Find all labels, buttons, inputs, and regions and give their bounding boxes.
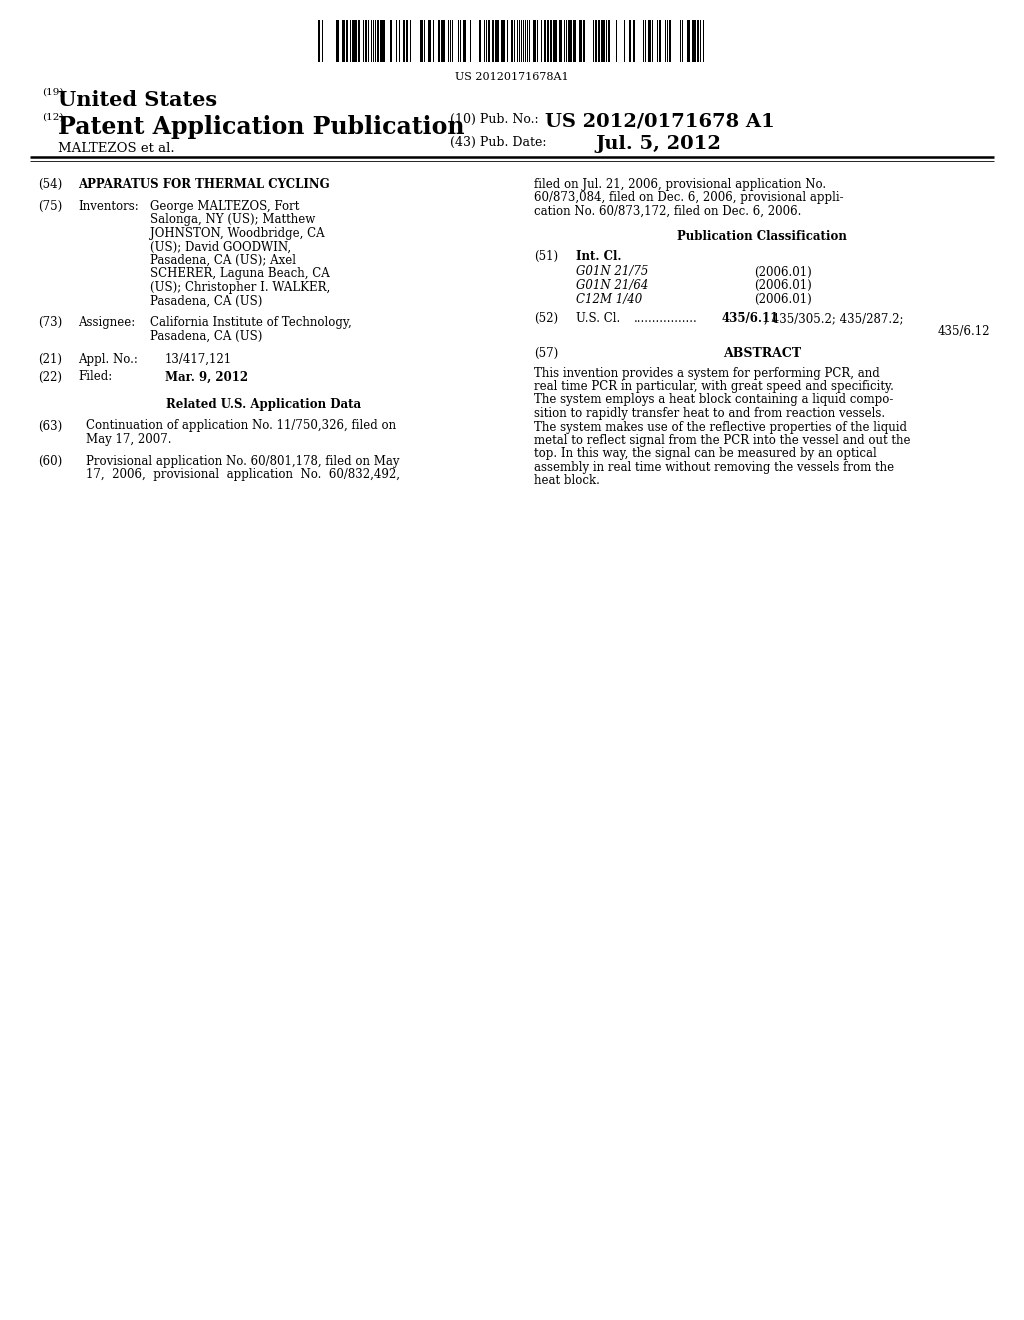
Text: (75): (75) [38, 201, 62, 213]
Text: SCHERER, Laguna Beach, CA: SCHERER, Laguna Beach, CA [150, 268, 330, 281]
Text: (22): (22) [38, 371, 62, 384]
Bar [693, 20, 695, 62]
Bar [569, 20, 572, 62]
Text: real time PCR in particular, with great speed and specificity.: real time PCR in particular, with great … [534, 380, 894, 393]
Text: California Institute of Technology,: California Institute of Technology, [150, 315, 352, 329]
Bar [488, 20, 490, 62]
Bar [403, 20, 406, 62]
Text: (19): (19) [42, 88, 63, 96]
Text: (12): (12) [42, 114, 63, 121]
Text: U.S. Cl.: U.S. Cl. [575, 312, 621, 325]
Text: G01N 21/75: G01N 21/75 [575, 265, 648, 279]
Text: Continuation of application No. 11/750,326, filed on: Continuation of application No. 11/750,3… [86, 420, 396, 433]
Text: The system makes use of the reflective properties of the liquid: The system makes use of the reflective p… [534, 421, 907, 433]
Text: ABSTRACT: ABSTRACT [723, 347, 801, 360]
Text: This invention provides a system for performing PCR, and: This invention provides a system for per… [534, 367, 880, 380]
Text: JOHNSTON, Woodbridge, CA: JOHNSTON, Woodbridge, CA [150, 227, 325, 240]
Text: (51): (51) [534, 249, 558, 263]
Text: (2006.01): (2006.01) [754, 279, 812, 292]
Text: heat block.: heat block. [534, 474, 600, 487]
Text: Related U.S. Application Data: Related U.S. Application Data [167, 399, 361, 411]
Bar [554, 20, 556, 62]
Bar [355, 20, 357, 62]
Text: (57): (57) [534, 347, 558, 360]
Text: top. In this way, the signal can be measured by an optical: top. In this way, the signal can be meas… [534, 447, 877, 461]
Text: (54): (54) [38, 178, 62, 191]
Bar [463, 20, 465, 62]
Bar [559, 20, 561, 62]
Text: United States: United States [58, 90, 217, 110]
Text: George MALTEZOS, Fort: George MALTEZOS, Fort [150, 201, 299, 213]
Text: sition to rapidly transfer heat to and from reaction vessels.: sition to rapidly transfer heat to and f… [534, 407, 885, 420]
Text: cation No. 60/873,172, filed on Dec. 6, 2006.: cation No. 60/873,172, filed on Dec. 6, … [534, 205, 802, 218]
Text: 13/417,121: 13/417,121 [165, 352, 232, 366]
Text: Publication Classification: Publication Classification [677, 231, 847, 243]
Text: (52): (52) [534, 312, 558, 325]
Text: MALTEZOS et al.: MALTEZOS et al. [58, 143, 175, 154]
Bar [534, 20, 535, 62]
Text: Inventors:: Inventors: [78, 201, 138, 213]
Text: 17,  2006,  provisional  application  No.  60/832,492,: 17, 2006, provisional application No. 60… [86, 469, 400, 480]
Text: metal to reflect signal from the PCR into the vessel and out the: metal to reflect signal from the PCR int… [534, 434, 910, 447]
Text: 435/6.11: 435/6.11 [722, 312, 779, 325]
Text: filed on Jul. 21, 2006, provisional application No.: filed on Jul. 21, 2006, provisional appl… [534, 178, 826, 191]
Bar [659, 20, 662, 62]
Text: G01N 21/64: G01N 21/64 [575, 279, 648, 292]
Text: May 17, 2007.: May 17, 2007. [86, 433, 171, 446]
Bar [608, 20, 610, 62]
Text: assembly in real time without removing the vessels from the: assembly in real time without removing t… [534, 461, 894, 474]
Bar [352, 20, 354, 62]
Text: (73): (73) [38, 315, 62, 329]
Text: (60): (60) [38, 454, 62, 467]
Text: (43) Pub. Date:: (43) Pub. Date: [450, 136, 547, 149]
Text: Mar. 9, 2012: Mar. 9, 2012 [165, 371, 248, 384]
Bar [547, 20, 549, 62]
Text: Int. Cl.: Int. Cl. [575, 249, 622, 263]
Text: ; 435/305.2; 435/287.2;: ; 435/305.2; 435/287.2; [764, 312, 903, 325]
Bar [429, 20, 431, 62]
Text: .................: ................. [634, 312, 697, 325]
Bar [497, 20, 499, 62]
Text: Provisional application No. 60/801,178, filed on May: Provisional application No. 60/801,178, … [86, 454, 399, 467]
Text: Pasadena, CA (US): Pasadena, CA (US) [150, 330, 262, 342]
Text: Pasadena, CA (US): Pasadena, CA (US) [150, 294, 262, 308]
Text: C12M 1/40: C12M 1/40 [575, 293, 642, 305]
Text: (2006.01): (2006.01) [754, 265, 812, 279]
Text: Pasadena, CA (US); Axel: Pasadena, CA (US); Axel [150, 253, 296, 267]
Bar [479, 20, 481, 62]
Text: (10) Pub. No.:: (10) Pub. No.: [450, 114, 539, 125]
Text: (US); David GOODWIN,: (US); David GOODWIN, [150, 240, 291, 253]
Bar [598, 20, 600, 62]
Text: Jul. 5, 2012: Jul. 5, 2012 [595, 135, 721, 153]
Text: Filed:: Filed: [78, 371, 113, 384]
Text: The system employs a heat block containing a liquid compo-: The system employs a heat block containi… [534, 393, 893, 407]
Text: APPARATUS FOR THERMAL CYCLING: APPARATUS FOR THERMAL CYCLING [78, 178, 330, 191]
Text: (21): (21) [38, 352, 62, 366]
Text: (63): (63) [38, 420, 62, 433]
Text: Appl. No.:: Appl. No.: [78, 352, 138, 366]
Text: US 20120171678A1: US 20120171678A1 [456, 73, 568, 82]
Text: 60/873,084, filed on Dec. 6, 2006, provisional appli-: 60/873,084, filed on Dec. 6, 2006, provi… [534, 191, 844, 205]
Text: 435/6.12: 435/6.12 [938, 326, 990, 338]
Text: Assignee:: Assignee: [78, 315, 135, 329]
Text: (2006.01): (2006.01) [754, 293, 812, 305]
Bar [579, 20, 581, 62]
Bar [601, 20, 603, 62]
Text: US 2012/0171678 A1: US 2012/0171678 A1 [545, 112, 775, 129]
Text: (US); Christopher I. WALKER,: (US); Christopher I. WALKER, [150, 281, 331, 294]
Text: Patent Application Publication: Patent Application Publication [58, 115, 465, 139]
Text: Salonga, NY (US); Matthew: Salonga, NY (US); Matthew [150, 214, 315, 227]
Bar [406, 20, 408, 62]
